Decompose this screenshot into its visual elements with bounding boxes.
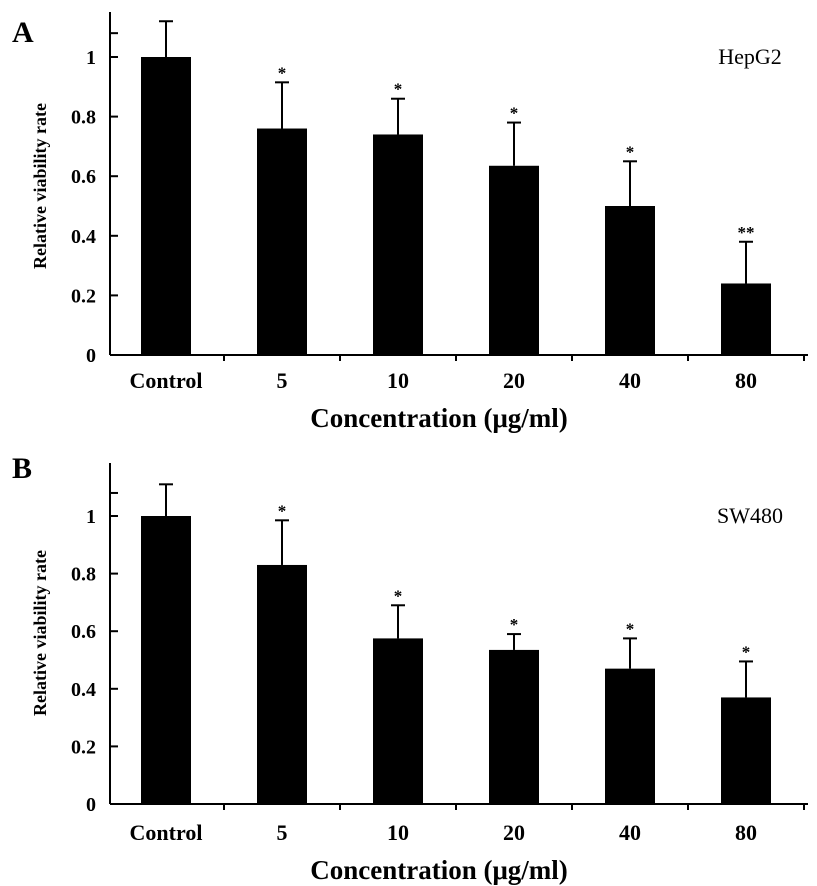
panel-a-significance-mark: * (510, 104, 519, 123)
panel-a-y-tick-label: 0.2 (71, 285, 96, 307)
panel-a-bar (257, 128, 307, 355)
panel-b-y-tick-label: 0 (86, 794, 96, 816)
panel-a-significance-mark: * (394, 80, 403, 99)
panel-b-x-tick-label: 40 (619, 820, 641, 845)
panel-b-x-tick-label: 5 (277, 820, 288, 845)
panel-a-significance-mark: * (278, 63, 287, 82)
panel-a-bar (373, 134, 423, 355)
panel-b-y-tick-label: 0.4 (71, 679, 96, 701)
panel-a-x-tick-label: 80 (735, 368, 757, 393)
panel-a-letter: A (12, 16, 34, 49)
panel-b-y-tick-label: 1 (86, 506, 96, 528)
panel-b-bar (257, 564, 307, 804)
panel-a-y-tick-label: 0.6 (71, 166, 96, 188)
panel-b-significance-mark: * (742, 642, 751, 661)
panel-a-y-tick-label: 0 (86, 345, 96, 367)
panel-b: B SW480 0 0.2 0.4 0.6 0.8 1 Control * 5 * 10 * 20 * 40 * 8… (12, 452, 808, 885)
panel-b-x-tick-label: Control (130, 820, 203, 845)
panel-a-x-tick-label: 10 (387, 368, 409, 393)
panel-b-x-tick-label: 80 (735, 820, 757, 845)
panel-a-x-axis-title: Concentration (μg/ml) (310, 403, 568, 433)
panel-a-significance-mark: * (626, 142, 635, 161)
panel-a-bar (605, 206, 655, 355)
panel-b-bar (489, 649, 539, 804)
panel-b-letter: B (12, 452, 32, 485)
panel-a-y-tick-label: 0.8 (71, 107, 96, 129)
panel-b-bar (373, 638, 423, 804)
panel-a-y-tick-label: 0.4 (71, 226, 96, 248)
panel-a-x-tick-label: 5 (277, 368, 288, 393)
panel-b-significance-mark: * (394, 586, 403, 605)
panel-a: A HepG2 0 0.2 0.4 0.6 0.8 1 Control * 5 * 10 * 20 * 40 **… (12, 12, 808, 433)
panel-b-y-tick-label: 0.8 (71, 564, 96, 586)
panel-a-y-axis-title: Relative viability rate (30, 103, 50, 269)
panel-a-bar (721, 283, 771, 355)
panel-b-bar (141, 516, 191, 804)
panel-a-y-tick-label: 1 (86, 47, 96, 69)
panel-b-y-tick-label: 0.6 (71, 621, 96, 643)
panel-b-y-axis-title: Relative viability rate (30, 550, 50, 716)
panel-a-x-tick-label: 20 (503, 368, 525, 393)
panel-a-cell-line-label: HepG2 (718, 44, 782, 69)
panel-a-bar (141, 57, 191, 355)
panel-a-significance-mark: ** (738, 223, 755, 242)
panel-b-bar (605, 668, 655, 804)
panel-a-x-tick-label: 40 (619, 368, 641, 393)
panel-b-significance-mark: * (510, 615, 519, 634)
panel-a-x-tick-label: Control (130, 368, 203, 393)
panel-b-bar (721, 697, 771, 804)
panel-b-significance-mark: * (278, 501, 287, 520)
panel-b-y-tick-label: 0.2 (71, 736, 96, 758)
panel-a-bar (489, 165, 539, 355)
panel-b-x-tick-label: 10 (387, 820, 409, 845)
panel-b-cell-line-label: SW480 (717, 503, 783, 528)
panel-b-x-axis-title: Concentration (μg/ml) (310, 855, 568, 885)
panel-b-x-tick-label: 20 (503, 820, 525, 845)
panel-b-significance-mark: * (626, 619, 635, 638)
